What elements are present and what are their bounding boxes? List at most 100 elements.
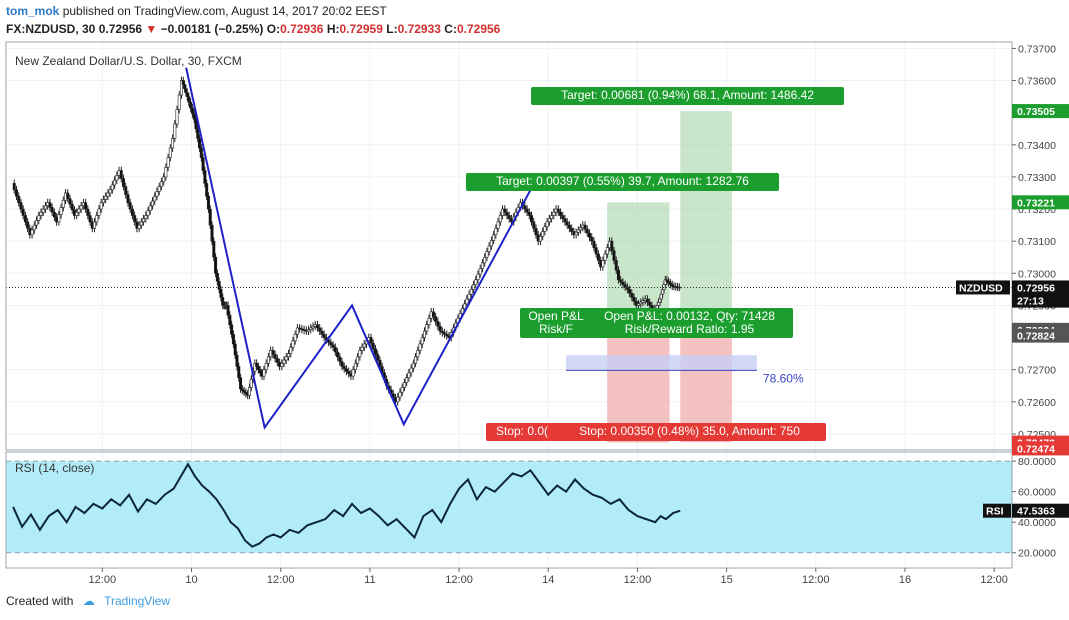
symbol-badge	[956, 280, 1010, 295]
candle-body	[414, 356, 418, 364]
candle-body	[242, 390, 246, 393]
price-axis[interactable]: 0.737000.736000.734000.733000.732000.731…	[956, 43, 1069, 560]
candle-body	[487, 245, 491, 252]
candle-body	[601, 260, 605, 268]
candle-body	[648, 301, 652, 306]
open-pl-label-2-box	[586, 308, 793, 338]
candle-body	[187, 96, 191, 103]
time-axis[interactable]: 12:00 10 12:00 11 12:00 14 12:00 15 12:00 16 12:00	[6, 567, 1012, 586]
candle-body	[637, 303, 641, 306]
price-badge	[1012, 328, 1069, 343]
candle-body	[641, 300, 645, 303]
candle-body	[396, 396, 400, 403]
rsi-tick-label: 60.0000	[1018, 487, 1056, 499]
candle-body	[400, 387, 404, 393]
candle-body	[284, 356, 288, 361]
candle-body	[237, 366, 241, 379]
candle-body	[496, 221, 500, 229]
candle-body	[311, 326, 315, 329]
price-series	[6, 76, 1012, 406]
candle-body	[594, 247, 598, 255]
candle-body	[164, 166, 168, 178]
candle-body	[168, 147, 172, 158]
candle-body	[576, 229, 580, 233]
candle-body	[342, 366, 346, 370]
candle-body	[291, 340, 295, 348]
price-tick-label: 0.73300	[1018, 172, 1056, 184]
candle-body	[110, 184, 114, 191]
candle-body	[157, 186, 161, 192]
time-tick-label: 12:00	[624, 574, 652, 586]
down-arrow-icon: ▼	[145, 22, 158, 36]
candle-body	[133, 215, 137, 223]
candle-body	[610, 240, 614, 252]
candle-body	[35, 219, 39, 226]
last-price: 0.72956	[98, 22, 143, 36]
symbol-badge-label: NZDUSD	[959, 282, 1003, 294]
chart-title: New Zealand Dollar/U.S. Dollar, 30, FXCM	[15, 54, 242, 68]
footer: Created with ☁ TradingView	[6, 594, 170, 608]
candle-body	[318, 327, 322, 332]
rsi-tick-label: 20.0000	[1018, 548, 1056, 560]
candle-body	[565, 221, 569, 226]
candle-body	[507, 215, 511, 219]
candle-body	[21, 208, 25, 216]
candle-body	[226, 305, 230, 316]
candle-body	[333, 346, 337, 353]
candle-body	[79, 205, 83, 210]
candle-body	[68, 198, 72, 205]
candle-body	[153, 195, 157, 202]
candle-body	[632, 297, 636, 302]
candle-body	[498, 215, 502, 223]
candle-body	[480, 262, 484, 269]
candle-body	[113, 179, 117, 186]
candle-body	[57, 214, 61, 223]
tradingview-link[interactable]: TradingView	[104, 594, 171, 608]
rsi-value-badge-label: 47.5363	[1017, 506, 1055, 518]
candle-body	[434, 316, 438, 322]
candle-body	[244, 391, 248, 395]
candle-body	[489, 240, 493, 247]
candle-body	[579, 227, 583, 231]
candle-body	[206, 195, 210, 210]
candle-body	[199, 147, 203, 158]
candle-body	[494, 228, 498, 236]
wave-drawing[interactable]	[185, 67, 539, 430]
candle-body	[171, 138, 175, 149]
candle-body	[52, 211, 56, 218]
time-tick-label: 12:00	[445, 574, 473, 586]
candle-body	[212, 240, 216, 258]
candle-body	[41, 208, 45, 213]
candle-body	[124, 186, 128, 195]
candle-body	[289, 346, 293, 354]
candle-body	[563, 218, 567, 223]
candle-body	[545, 221, 549, 228]
candle-body	[266, 356, 270, 364]
candle-body	[39, 211, 43, 216]
candle-body	[217, 281, 221, 290]
candle-body	[205, 183, 209, 197]
candle-body	[538, 236, 542, 242]
candle-body	[104, 195, 108, 200]
candle-body	[155, 191, 159, 197]
time-tick-label: 16	[899, 574, 911, 586]
candle-body	[88, 215, 92, 223]
candle-body	[329, 342, 333, 346]
rsi-value-badge	[1012, 503, 1069, 518]
candle-body	[344, 368, 348, 372]
created-with-text: Created with	[6, 594, 74, 608]
price-badge	[1012, 280, 1069, 295]
candle-body	[309, 327, 313, 330]
abcd-pattern-line[interactable]	[185, 67, 539, 430]
chart-canvas[interactable]: 78.60% 0.73700 0.73600 0.73400 0.73300 0.732…	[0, 40, 1069, 588]
candle-body	[587, 232, 591, 238]
candle-body	[474, 279, 478, 285]
candle-body	[240, 388, 244, 391]
candle-body	[561, 215, 565, 219]
candle-body	[543, 226, 547, 232]
candle-body	[173, 123, 177, 139]
candle-body	[210, 224, 214, 242]
candle-body	[336, 351, 340, 358]
author-link[interactable]: tom_mok	[6, 4, 60, 18]
candle-body	[467, 293, 471, 300]
